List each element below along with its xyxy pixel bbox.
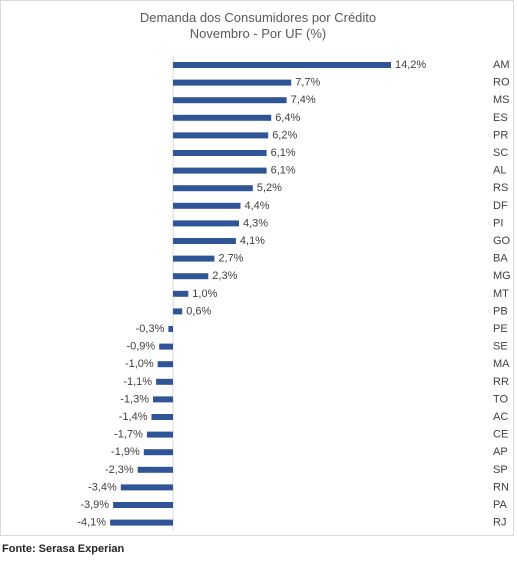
data-label-se: -0,9% [126, 341, 155, 353]
data-label-rn: -3,4% [88, 481, 117, 493]
bar-mt [173, 290, 189, 297]
chart-frame: Demanda dos Consumidores por Crédito Nov… [0, 0, 514, 536]
data-label-am: 14,2% [395, 59, 426, 71]
category-label-rj: RJ [493, 517, 506, 529]
bar-ce [146, 431, 173, 438]
bar-se [159, 343, 173, 350]
data-label-mg: 2,3% [212, 270, 237, 282]
data-label-pi: 4,3% [243, 217, 268, 229]
category-label-pr: PR [493, 129, 508, 141]
data-label-es: 6,4% [275, 112, 300, 124]
bar-mg [173, 273, 209, 280]
category-label-pa: PA [493, 499, 508, 511]
category-label-sp: SP [493, 464, 508, 476]
category-label-rr: RR [493, 376, 509, 388]
category-label-ac: AC [493, 411, 508, 423]
category-label-ms: MS [493, 94, 510, 106]
bar-pb [173, 308, 183, 315]
data-label-rr: -1,1% [123, 376, 152, 388]
category-label-ba: BA [493, 253, 508, 265]
category-label-pb: PB [493, 305, 508, 317]
category-label-go: GO [493, 235, 511, 247]
data-label-ap: -1,9% [111, 446, 140, 458]
category-label-se: SE [493, 341, 508, 353]
category-label-rs: RS [493, 182, 508, 194]
data-label-pr: 6,2% [272, 129, 297, 141]
source-note: Fonte: Serasa Experian [2, 543, 125, 555]
category-label-sc: SC [493, 147, 508, 159]
category-label-mt: MT [493, 288, 509, 300]
bar-ms [173, 97, 287, 104]
data-label-ma: -1,0% [125, 358, 154, 370]
data-label-sp: -2,3% [105, 464, 134, 476]
bar-ac [151, 414, 173, 420]
bar-rs [173, 185, 253, 192]
category-label-ce: CE [493, 429, 508, 441]
category-label-rn: RN [493, 481, 509, 493]
category-label-al: AL [493, 165, 506, 177]
data-label-rj: -4,1% [77, 517, 106, 529]
bar-am [173, 62, 391, 68]
bar-al [173, 167, 267, 174]
bar-pe [168, 326, 173, 332]
bar-pr [173, 132, 269, 139]
data-label-pe: -0,3% [136, 323, 165, 335]
category-label-am: AM [493, 59, 510, 71]
category-label-df: DF [493, 200, 508, 212]
data-label-to: -1,3% [120, 393, 149, 405]
chart-subtitle: Novembro - Por UF (%) [189, 26, 327, 41]
data-label-ms: 7,4% [291, 94, 316, 106]
data-label-ro: 7,7% [295, 77, 320, 89]
data-label-ac: -1,4% [119, 411, 148, 423]
bar-rj [110, 519, 173, 526]
data-label-rs: 5,2% [257, 182, 282, 194]
category-label-ap: AP [493, 446, 508, 458]
data-label-pb: 0,6% [186, 305, 211, 317]
category-label-pi: PI [493, 217, 503, 229]
bar-df [173, 202, 241, 209]
bar-sp [137, 466, 173, 473]
category-label-ro: RO [493, 77, 510, 89]
bar-sc [173, 150, 267, 156]
bar-ba [173, 255, 215, 262]
data-label-ce: -1,7% [114, 429, 143, 441]
bar-pa [113, 502, 173, 508]
category-label-es: ES [493, 112, 508, 124]
category-label-ma: MA [493, 358, 510, 370]
data-label-pa: -3,9% [80, 499, 109, 511]
data-label-al: 6,1% [271, 165, 296, 177]
data-label-ba: 2,7% [218, 253, 243, 265]
bar-ro [173, 79, 292, 86]
data-label-df: 4,4% [245, 200, 270, 212]
category-label-to: TO [493, 393, 509, 405]
bar-ap [143, 449, 173, 456]
chart-title: Demanda dos Consumidores por Crédito [139, 10, 377, 25]
bar-to [153, 396, 173, 403]
category-label-mg: MG [493, 270, 511, 282]
bar-es [173, 114, 272, 121]
bar-rn [120, 484, 173, 491]
data-label-go: 4,1% [240, 235, 265, 247]
bar-go [173, 238, 236, 244]
data-label-sc: 6,1% [271, 147, 296, 159]
bar-ma [157, 361, 173, 368]
category-label-pe: PE [493, 323, 508, 335]
data-label-mt: 1,0% [192, 288, 217, 300]
bar-rr [156, 378, 173, 385]
bar-pi [173, 220, 239, 227]
bar-chart: 14,2% AM 7,7% RO 7,4% MS 6,4% ES 6,2% PR 6,1% SC 6,1… [77, 56, 511, 531]
